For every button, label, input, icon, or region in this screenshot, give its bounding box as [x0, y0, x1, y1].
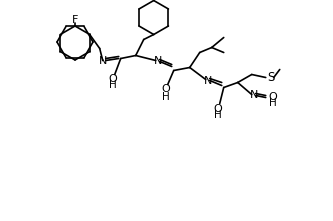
Text: O: O	[108, 74, 117, 84]
Text: O: O	[213, 103, 222, 114]
Text: F: F	[72, 15, 78, 25]
Text: S: S	[267, 71, 274, 84]
Text: H: H	[162, 91, 169, 101]
Text: O: O	[162, 84, 170, 95]
Text: H: H	[269, 99, 277, 109]
Text: N: N	[99, 57, 107, 67]
Text: O: O	[268, 93, 277, 103]
Text: H: H	[214, 110, 221, 120]
Text: N: N	[154, 55, 162, 65]
Text: N: N	[249, 91, 258, 101]
Text: H: H	[109, 80, 117, 91]
Text: N: N	[203, 76, 212, 86]
